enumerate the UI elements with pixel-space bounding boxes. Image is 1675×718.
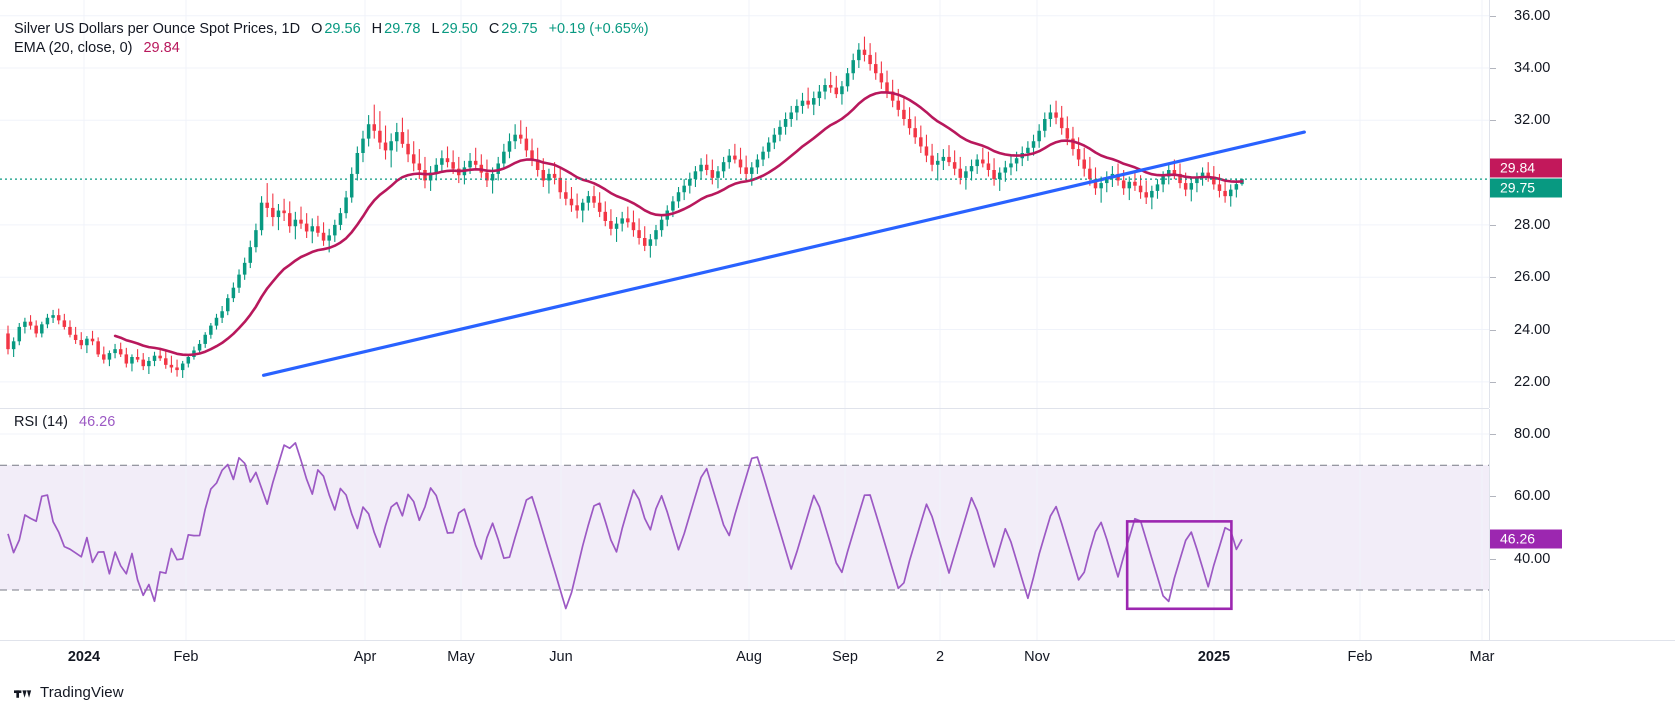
rsi-rectangle-annotation [1125, 520, 1233, 611]
rsi-value-badge[interactable]: 46.26 [1490, 529, 1562, 549]
time-axis-label: Aug [736, 649, 762, 665]
price-axis-label: 22.00 [1514, 373, 1551, 390]
rsi-axis-tick [1490, 558, 1496, 560]
price-chart-pane[interactable] [0, 0, 1489, 408]
price-chart-svg [0, 0, 1489, 408]
tradingview-branding[interactable]: TradingView [14, 684, 124, 701]
rsi-legend[interactable]: RSI (14) 46.26 [14, 413, 117, 432]
time-axis-label: May [447, 649, 475, 665]
rsi-indicator-pane[interactable] [0, 409, 1489, 640]
time-axis-label: 2 [935, 649, 945, 665]
price-axis-label: 28.00 [1514, 216, 1551, 233]
ema-price-badge[interactable]: 29.84 [1490, 158, 1562, 178]
price-axis-tick [1490, 381, 1496, 383]
price-axis-label: 26.00 [1514, 269, 1551, 286]
price-axis-tick [1490, 15, 1496, 17]
time-scale-axis[interactable]: 2024 Feb Apr May Jun Aug Sep 2 Nov 2025 Feb Mar [0, 640, 1675, 678]
time-axis-label: Feb [1347, 649, 1373, 665]
rsi-axis-tick [1490, 433, 1496, 435]
time-axis-label: Nov [1024, 649, 1050, 665]
rsi-value: 46.26 [79, 414, 116, 430]
price-axis-tick [1490, 224, 1496, 226]
time-axis-label: Mar [1469, 649, 1495, 665]
price-axis-tick [1490, 329, 1496, 331]
time-axis-label: Feb [173, 649, 199, 665]
time-axis-label: 2024 [67, 649, 101, 665]
time-axis-label: Jun [549, 649, 573, 665]
price-axis-tick [1490, 68, 1496, 69]
rsi-axis-label: 80.00 [1514, 425, 1551, 442]
pane-separator [0, 408, 1489, 409]
rsi-chart-svg [0, 409, 1489, 640]
price-scale-axis[interactable]: 36.00 34.00 32.00 28.00 26.00 24.00 22.00 29.84… [1489, 0, 1675, 408]
rsi-scale-axis[interactable]: 80.00 60.00 40.00 46.26 [1489, 409, 1675, 640]
price-axis-tick [1490, 120, 1496, 122]
price-axis-label: 32.00 [1514, 112, 1551, 129]
time-axis-label: Sep [832, 649, 858, 665]
price-axis-label: 36.00 [1514, 7, 1551, 24]
rsi-label: RSI (14) [14, 414, 68, 430]
time-axis-label: 2025 [1197, 649, 1231, 665]
tradingview-brand-text: TradingView [40, 684, 124, 701]
time-axis-label: Apr [353, 649, 377, 665]
price-axis-label: 24.00 [1514, 321, 1551, 338]
rsi-axis-label: 60.00 [1514, 488, 1551, 505]
tradingview-logo-icon [14, 690, 32, 698]
price-axis-label: 34.00 [1514, 60, 1551, 76]
rsi-axis-tick [1490, 496, 1496, 498]
last-price-badge[interactable]: 29.75 [1490, 178, 1562, 198]
rsi-axis-label: 40.00 [1514, 550, 1551, 567]
price-axis-tick [1490, 277, 1496, 279]
